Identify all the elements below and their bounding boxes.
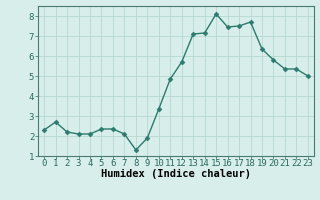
X-axis label: Humidex (Indice chaleur): Humidex (Indice chaleur) (101, 169, 251, 179)
